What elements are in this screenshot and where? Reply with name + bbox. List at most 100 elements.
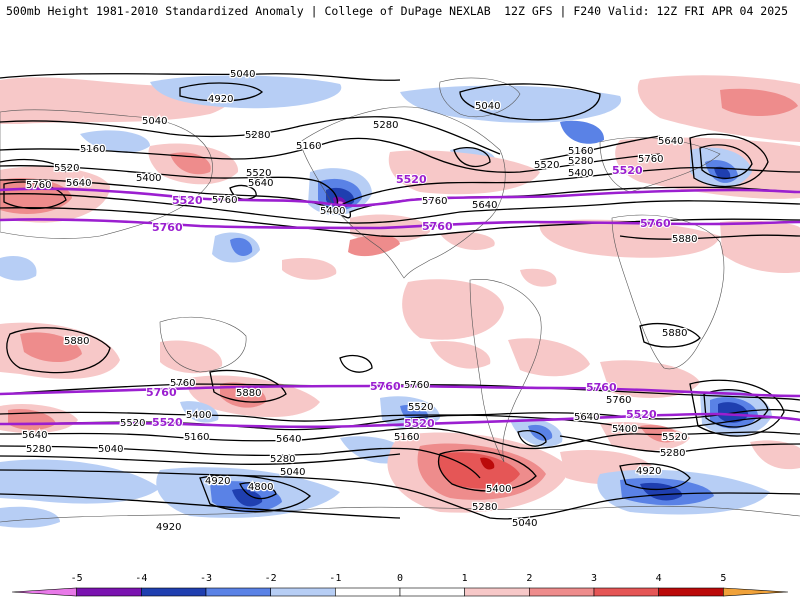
label-c5520: 5520 [408, 402, 433, 413]
label-c5760: 5760 [212, 195, 237, 206]
highlight-label-5520: 5520 [612, 164, 643, 177]
contour-5400-ring-sa [437, 449, 537, 492]
highlight-label-5760: 5760 [152, 221, 183, 234]
highlight-label-5520: 5520 [152, 416, 183, 429]
contour-4920-ring-se [619, 463, 691, 491]
label-c5880: 5880 [236, 388, 261, 399]
contour-5760-south [0, 383, 800, 401]
highlight-5760-north [0, 218, 800, 230]
highlighted-contours [0, 187, 800, 429]
colorbar-segment [464, 587, 530, 597]
map-canvas: 5040 4920 5040 5040 5280 5280 5160 5160 … [0, 22, 800, 558]
label-c5040: 5040 [230, 69, 255, 80]
colorbar-segment [11, 587, 77, 597]
contour-5400-ring-nw [0, 159, 67, 173]
anomaly-pos4 [480, 457, 495, 470]
contour-4800-ring [239, 482, 277, 500]
label-c5880: 5880 [672, 234, 697, 245]
colorbar-segment [205, 587, 271, 597]
colorbar-tick-label: 2 [526, 573, 533, 584]
contour-5280-ring-ne [689, 133, 769, 188]
contour-5160 [0, 116, 501, 155]
highlight-5520-south [0, 412, 800, 429]
label-c5880: 5880 [64, 336, 89, 347]
highlight-label-5520: 5520 [404, 417, 435, 430]
label-c5760: 5760 [422, 196, 447, 207]
label-c5040: 5040 [280, 467, 305, 478]
coastline-australia [159, 316, 247, 373]
label-c5760: 5760 [638, 154, 663, 165]
anomaly-pos2 [720, 88, 798, 116]
highlight-label-5760: 5760 [422, 220, 453, 233]
anomaly-pos2 [348, 235, 400, 257]
label-c5280: 5280 [270, 454, 295, 465]
label-c4920: 4920 [208, 94, 233, 105]
colorbar-bar [11, 587, 789, 597]
coastline-asia [0, 109, 213, 239]
contour-4920-south [0, 493, 401, 519]
label-c5280: 5280 [373, 120, 398, 131]
colorbar: -5 -4 -3 -2 -1 0 1 2 3 4 5 [0, 572, 800, 600]
label-c5040: 5040 [512, 518, 537, 529]
anomaly-neg1 [0, 506, 60, 528]
label-c5160: 5160 [296, 141, 321, 152]
contour-5880-ring-c [209, 369, 287, 403]
anomaly-neg1 [0, 256, 37, 281]
label-c5640: 5640 [574, 412, 599, 423]
label-c5760: 5760 [404, 380, 429, 391]
anomaly-pos1 [282, 257, 337, 280]
label-c5160: 5160 [80, 144, 105, 155]
height-contours [0, 73, 800, 520]
contour-5880-ring-e [639, 323, 701, 348]
anomaly-neg1 [180, 401, 219, 423]
contour-5400 [0, 165, 800, 210]
anomaly-pos1 [440, 231, 495, 250]
highlight-label-5760: 5760 [146, 386, 177, 399]
label-c5520: 5520 [54, 163, 79, 174]
colorbar-tick-label: -1 [329, 573, 342, 584]
label-c5400: 5400 [320, 206, 345, 217]
contour-4920-ring [199, 474, 311, 513]
colorbar-segment [658, 587, 724, 597]
label-c5400: 5400 [186, 410, 211, 421]
anomaly-pos2 [0, 178, 72, 214]
anomaly-neg2 [560, 120, 605, 144]
label-c5160: 5160 [394, 432, 419, 443]
colorbar-segment [723, 587, 789, 597]
coastline-antarctica [0, 505, 800, 523]
label-c5880: 5880 [662, 328, 687, 339]
label-c5280: 5280 [245, 130, 270, 141]
colorbar-segment [335, 587, 401, 597]
label-c5640: 5640 [472, 200, 497, 211]
label-c5520: 5520 [534, 160, 559, 171]
anomaly-pos2 [640, 424, 680, 443]
anomaly-pos1 [539, 219, 720, 258]
coastline-greenland [439, 77, 521, 118]
anomaly-pos1 [750, 440, 800, 470]
colorbar-segment [76, 587, 142, 597]
label-c5640: 5640 [66, 178, 91, 189]
label-c5160: 5160 [184, 432, 209, 443]
contour-5280 [0, 137, 661, 173]
contour-5040-loop-sa [517, 430, 547, 447]
label-c5520: 5520 [120, 418, 145, 429]
label-c5280: 5280 [26, 444, 51, 455]
contour-5040 [0, 73, 401, 81]
highlight-label-5520: 5520 [172, 194, 203, 207]
highlight-label-5520: 5520 [626, 408, 657, 421]
label-c5280: 5280 [660, 448, 685, 459]
label-c5400: 5400 [612, 424, 637, 435]
contour-5280-south [0, 445, 481, 479]
label-c5640: 5640 [248, 178, 273, 189]
label-c5040: 5040 [142, 116, 167, 127]
label-c5520: 5520 [662, 432, 687, 443]
contour-5400-loop-na [453, 147, 491, 168]
contour-5880-north [619, 234, 800, 240]
colorbar-segment [270, 587, 336, 597]
colorbar-tick-label: -2 [264, 573, 277, 584]
anomaly-pos2 [20, 332, 82, 363]
highlight-label-5520: 5520 [396, 173, 427, 186]
colorbar-segment [529, 587, 595, 597]
label-c5640: 5640 [276, 434, 301, 445]
contour-5640-ring-w [3, 181, 67, 210]
